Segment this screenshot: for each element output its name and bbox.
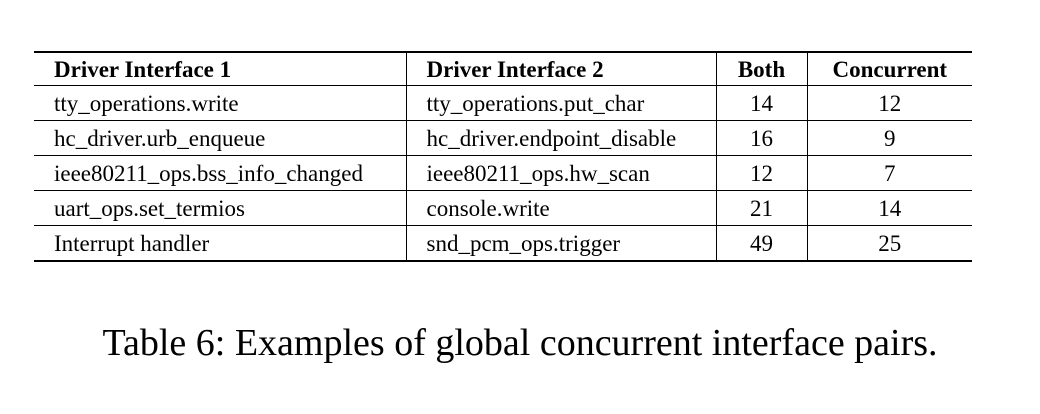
cell-interface-2: hc_driver.endpoint_disable <box>405 120 716 156</box>
header-driver-interface-2: Driver Interface 2 <box>405 52 716 86</box>
cell-interface-1: tty_operations.write <box>34 85 406 121</box>
table-row: hc_driver.urb_enqueue hc_driver.endpoint… <box>34 120 972 156</box>
cell-concurrent: 9 <box>806 120 972 156</box>
table-caption: Table 6: Examples of global concurrent i… <box>102 322 938 364</box>
cell-interface-2: tty_operations.put_char <box>405 85 716 121</box>
cell-interface-1: hc_driver.urb_enqueue <box>34 120 406 156</box>
cell-both: 14 <box>715 85 807 121</box>
table-row: tty_operations.write tty_operations.put_… <box>34 85 972 121</box>
cell-interface-2: ieee80211_ops.hw_scan <box>405 155 716 191</box>
interface-pairs-table: Driver Interface 1 Driver Interface 2 Bo… <box>34 51 972 262</box>
header-driver-interface-1: Driver Interface 1 <box>34 52 406 86</box>
interface-pairs-table-container: Driver Interface 1 Driver Interface 2 Bo… <box>34 51 972 262</box>
table-header-row: Driver Interface 1 Driver Interface 2 Bo… <box>34 52 972 86</box>
cell-both: 12 <box>715 155 807 191</box>
header-both: Both <box>715 52 807 86</box>
cell-interface-1: Interrupt handler <box>34 225 406 262</box>
cell-interface-2: console.write <box>405 190 716 226</box>
cell-concurrent: 25 <box>806 225 972 262</box>
cell-concurrent: 7 <box>806 155 972 191</box>
cell-both: 49 <box>715 225 807 262</box>
cell-concurrent: 14 <box>806 190 972 226</box>
cell-interface-1: ieee80211_ops.bss_info_changed <box>34 155 406 191</box>
cell-interface-1: uart_ops.set_termios <box>34 190 406 226</box>
cell-both: 16 <box>715 120 807 156</box>
cell-concurrent: 12 <box>806 85 972 121</box>
table-row: Interrupt handler snd_pcm_ops.trigger 49… <box>34 225 972 262</box>
table-row: ieee80211_ops.bss_info_changed ieee80211… <box>34 155 972 191</box>
header-concurrent: Concurrent <box>806 52 972 86</box>
table-row: uart_ops.set_termios console.write 21 14 <box>34 190 972 226</box>
cell-both: 21 <box>715 190 807 226</box>
cell-interface-2: snd_pcm_ops.trigger <box>405 225 716 262</box>
